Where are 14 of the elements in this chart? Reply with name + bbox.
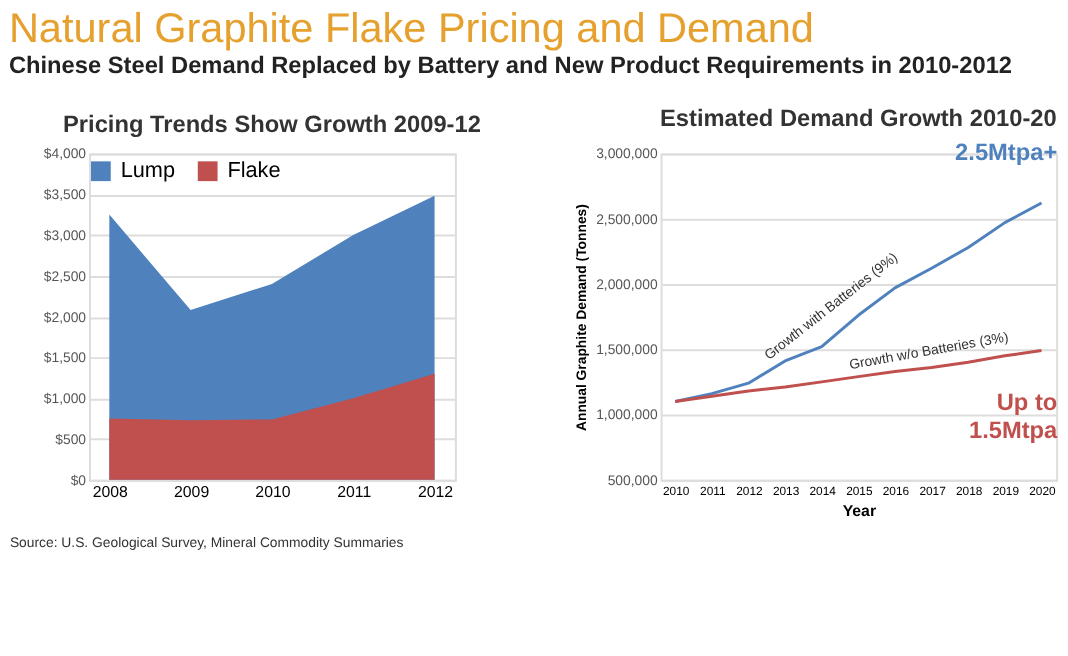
chart-title: Estimated Demand Growth 2010-20: [659, 103, 1058, 132]
legend-label: Lump: [120, 159, 175, 184]
legend-label: Flake: [227, 159, 281, 184]
x-axis-title: Year: [842, 502, 877, 521]
annotation: Up to 1.5Mtpa: [968, 387, 1059, 444]
x-tick-label: 2010: [255, 482, 292, 501]
text: Chinese Steel Demand Replaced by Battery and New Product Requirements in 2010-2012: [8, 51, 1013, 80]
chart-title: Pricing Trends Show Growth 2009-12: [63, 109, 482, 138]
x-tick-label: 2011: [337, 482, 373, 501]
annotation: 2.5Mtpa+: [955, 137, 1058, 166]
x-tick-label: 2009: [174, 482, 211, 501]
text: Natural Graphite Flake Pricing and Demand: [8, 5, 814, 52]
x-tick-label: 2008: [92, 482, 130, 501]
x-tick-label: 2012: [417, 482, 454, 501]
